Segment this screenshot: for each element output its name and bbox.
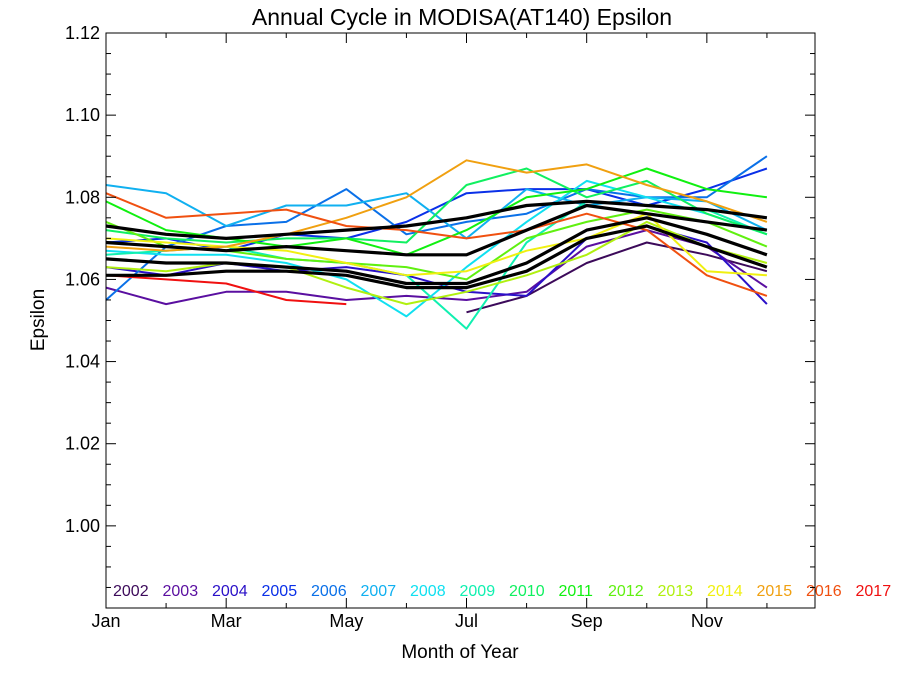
series-line-2016 (105, 192, 768, 297)
legend-label-2016: 2016 (806, 583, 842, 600)
legend-label-2017: 2017 (856, 583, 892, 600)
legend-label-2015: 2015 (757, 583, 793, 600)
series-line-2008 (105, 179, 768, 318)
x-tick-label: Jan (91, 611, 120, 631)
mean-line-2 (105, 203, 768, 257)
legend-label-2006: 2006 (311, 583, 347, 600)
series-line-2007 (105, 184, 768, 240)
legend-label-2010: 2010 (509, 583, 545, 600)
plot-lines (105, 155, 768, 330)
x-tick-label: Mar (211, 611, 242, 631)
legend-label-2011: 2011 (559, 583, 594, 600)
y-tick-label: 1.04 (65, 352, 100, 372)
series-line-2002 (466, 241, 768, 314)
legend-label-2003: 2003 (163, 583, 199, 600)
y-tick-label: 1.10 (65, 105, 100, 125)
series-line-2017 (105, 274, 347, 306)
legend: 2002 2003 2004 2005 2006 2007 2008 2009 2010 2011… (113, 583, 891, 600)
y-tick-label: 1.06 (65, 269, 100, 289)
legend-label-2005: 2005 (262, 583, 298, 600)
x-tick-label: Sep (571, 611, 603, 631)
x-axis-title: Month of Year (401, 642, 519, 663)
chart-title: Annual Cycle in MODISA(AT140) Epsilon (252, 4, 672, 30)
ticks: 1.00 1.02 1.04 1.06 1.08 1.10 1.12 Jan Mar May Jul… (65, 23, 815, 631)
legend-label-2013: 2013 (658, 583, 694, 600)
legend-label-2007: 2007 (361, 583, 397, 600)
y-tick-label: 1.08 (65, 187, 100, 207)
plot-frame (105, 32, 816, 609)
series-line-2010 (105, 167, 768, 244)
mean-line-4 (106, 224, 768, 290)
legend-label-2012: 2012 (608, 583, 644, 600)
y-tick-label: 1.02 (65, 434, 100, 454)
legend-label-2002: 2002 (113, 583, 149, 600)
series-line-2014 (105, 212, 767, 277)
series-line-2015 (105, 159, 768, 252)
y-tick-label: 1.00 (65, 516, 100, 536)
mean-line-1 (105, 199, 768, 240)
x-tick-label: Jul (455, 611, 478, 631)
x-tick-label: Nov (691, 611, 723, 631)
legend-label-2014: 2014 (707, 583, 743, 600)
y-tick-label: 1.12 (65, 23, 100, 43)
legend-label-2004: 2004 (212, 583, 248, 600)
legend-label-2008: 2008 (410, 583, 446, 600)
x-tick-label: May (329, 611, 363, 631)
y-axis-title: Epsilon (28, 289, 49, 351)
legend-label-2009: 2009 (460, 583, 496, 600)
mean-line-3 (105, 216, 768, 286)
